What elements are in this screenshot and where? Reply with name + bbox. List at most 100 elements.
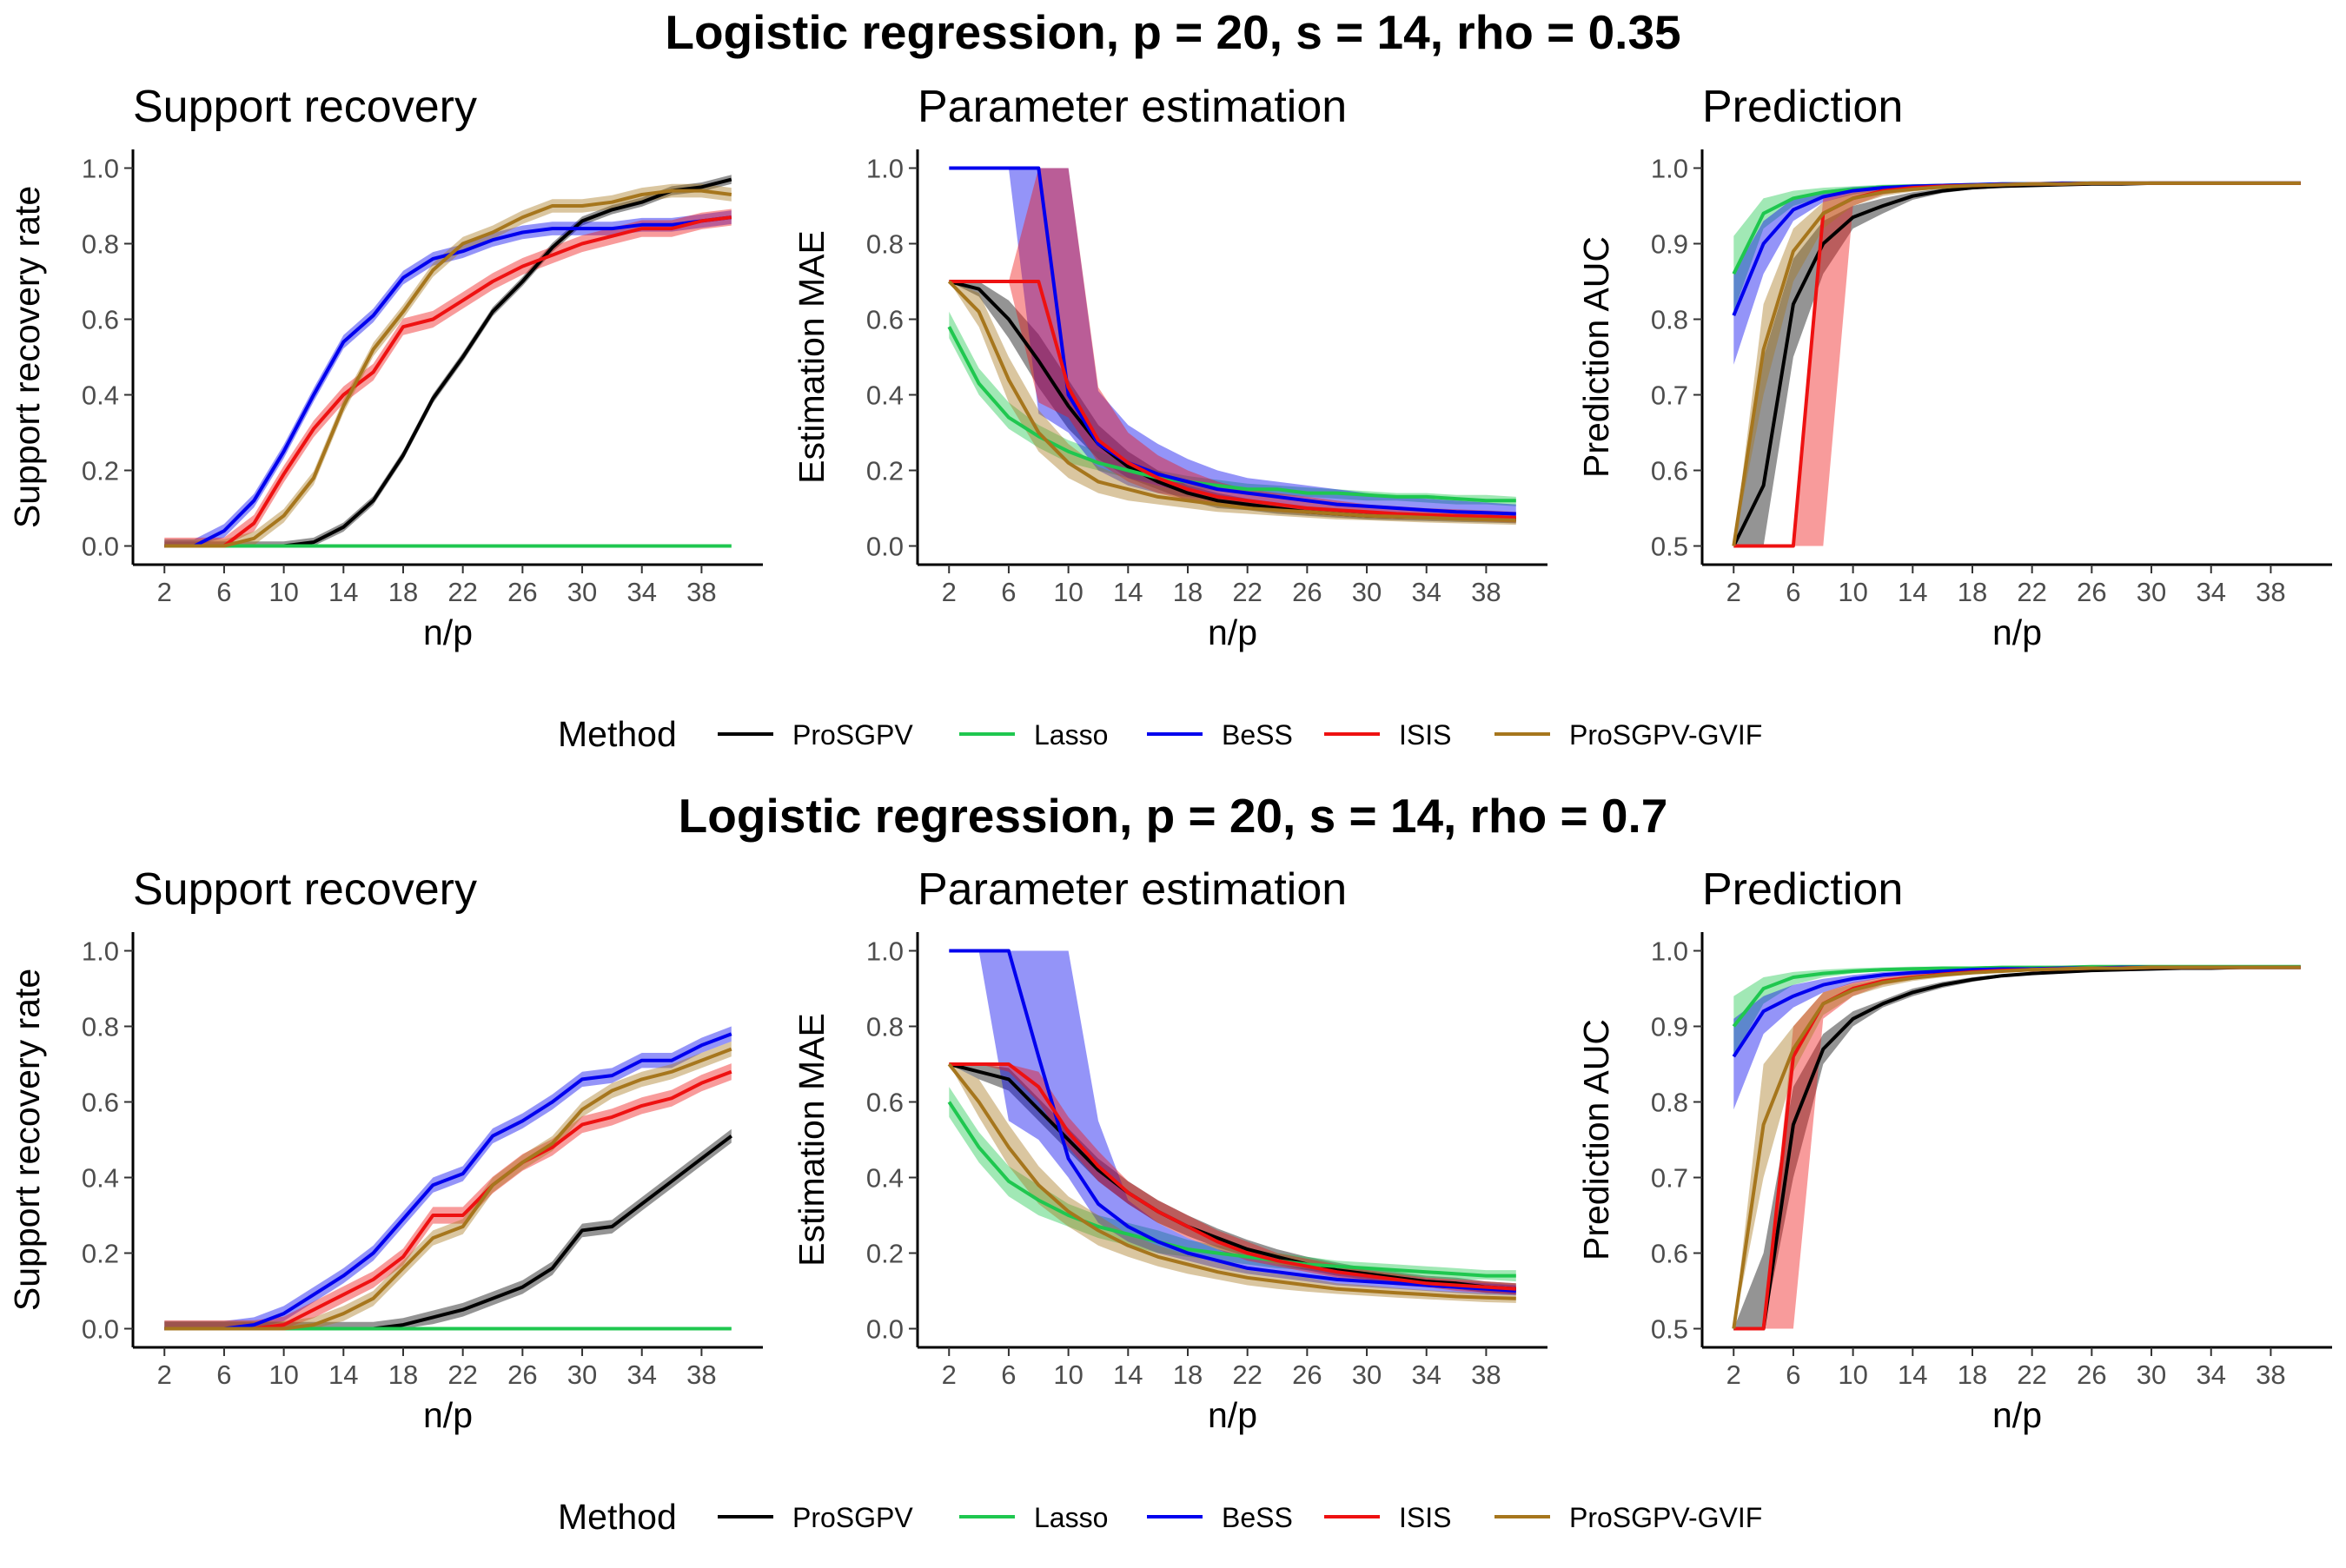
figure-title-bottom: Logistic regression, p = 20, s = 14, rho… bbox=[679, 789, 1668, 843]
y-tick-label: 0.2 bbox=[82, 1238, 119, 1268]
x-tick-label: 18 bbox=[1958, 577, 1987, 607]
x-tick-label: 26 bbox=[2077, 577, 2106, 607]
y-tick-label: 0.7 bbox=[1651, 1162, 1688, 1193]
band-isis bbox=[1733, 966, 2301, 1329]
x-tick-label: 10 bbox=[268, 577, 298, 607]
band-isis bbox=[949, 168, 1516, 523]
y-tick-label: 0.6 bbox=[1651, 455, 1688, 486]
legend-label-bess: BeSS bbox=[1222, 1502, 1293, 1533]
x-tick-label: 26 bbox=[1292, 577, 1322, 607]
y-tick-label: 1.0 bbox=[82, 154, 119, 184]
x-axis-label: n/p bbox=[1992, 1395, 2042, 1435]
x-tick-label: 22 bbox=[447, 1360, 477, 1390]
band-prosgpv bbox=[949, 281, 1516, 524]
x-axis-label: n/p bbox=[1208, 612, 1257, 652]
panel-title: Parameter estimation bbox=[918, 82, 1347, 132]
panel-title: Support recovery bbox=[133, 82, 477, 132]
x-tick-label: 30 bbox=[1352, 1360, 1382, 1390]
x-tick-label: 18 bbox=[388, 1360, 418, 1390]
legend-title: Method bbox=[558, 1497, 677, 1537]
line-bess bbox=[164, 1032, 732, 1331]
legend-label-isis: ISIS bbox=[1399, 1502, 1451, 1533]
band-bess bbox=[949, 950, 1516, 1296]
x-tick-label: 6 bbox=[1001, 1360, 1016, 1390]
x-tick-label: 18 bbox=[1958, 1360, 1987, 1390]
y-tick-label: 0.0 bbox=[82, 531, 119, 561]
legend-label-bess: BeSS bbox=[1222, 719, 1293, 751]
x-tick-label: 2 bbox=[942, 1360, 957, 1390]
y-tick-label: 0.5 bbox=[1651, 1313, 1688, 1344]
y-tick-label: 0.6 bbox=[866, 305, 904, 335]
x-tick-label: 22 bbox=[1232, 577, 1262, 607]
y-tick-label: 0.4 bbox=[866, 1162, 904, 1193]
y-tick-label: 0.0 bbox=[82, 1313, 119, 1344]
y-tick-label: 0.7 bbox=[1651, 380, 1688, 410]
x-tick-label: 10 bbox=[1053, 577, 1083, 607]
x-tick-label: 14 bbox=[328, 577, 358, 607]
x-axis-label: n/p bbox=[423, 1395, 473, 1435]
y-tick-label: 0.4 bbox=[82, 380, 119, 410]
legend-label-prosgpv: ProSGPV bbox=[792, 719, 913, 751]
y-tick-label: 0.0 bbox=[866, 1313, 904, 1344]
legend-top: Method ProSGPV Lasso BeSS ISIS ProSGPV-G… bbox=[558, 714, 1762, 754]
band-isis bbox=[164, 1063, 732, 1329]
line-isis bbox=[949, 280, 1516, 519]
x-tick-label: 14 bbox=[1898, 577, 1927, 607]
legend-label-prosgpv-gvif: ProSGPV-GVIF bbox=[1569, 1502, 1762, 1533]
y-tick-label: 0.8 bbox=[82, 229, 119, 260]
line-isis bbox=[949, 1062, 1516, 1291]
x-tick-label: 38 bbox=[686, 577, 716, 607]
x-axis-label: n/p bbox=[1992, 612, 2042, 652]
line-bess bbox=[949, 949, 1516, 1293]
y-axis-label: Support recovery rate bbox=[7, 186, 47, 528]
x-tick-label: 34 bbox=[2196, 577, 2225, 607]
legend-label-isis: ISIS bbox=[1399, 719, 1451, 751]
x-tick-label: 14 bbox=[1898, 1360, 1927, 1390]
legend-bottom: Method ProSGPV Lasso BeSS ISIS ProSGPV-G… bbox=[558, 1497, 1762, 1537]
y-tick-label: 0.2 bbox=[82, 455, 119, 486]
x-tick-label: 34 bbox=[626, 1360, 656, 1390]
y-tick-label: 0.8 bbox=[866, 1012, 904, 1042]
y-tick-label: 0.0 bbox=[866, 531, 904, 561]
x-tick-label: 38 bbox=[2256, 577, 2285, 607]
band-lasso bbox=[1733, 965, 2301, 1057]
y-tick-label: 0.9 bbox=[1651, 1012, 1688, 1042]
x-tick-label: 30 bbox=[567, 1360, 597, 1390]
x-tick-label: 18 bbox=[1173, 577, 1203, 607]
x-tick-label: 26 bbox=[2077, 1360, 2106, 1390]
y-tick-label: 1.0 bbox=[1651, 936, 1688, 967]
x-tick-label: 18 bbox=[388, 577, 418, 607]
band-prosgpv-gvif bbox=[949, 281, 1516, 526]
y-tick-label: 0.6 bbox=[82, 1088, 119, 1118]
panel-title: Support recovery bbox=[133, 864, 477, 915]
x-axis-label: n/p bbox=[423, 612, 473, 652]
line-prosgpv-gvif bbox=[1732, 965, 2301, 1329]
x-tick-label: 6 bbox=[216, 1360, 231, 1390]
y-tick-label: 1.0 bbox=[866, 154, 904, 184]
y-tick-label: 0.4 bbox=[866, 380, 904, 410]
x-tick-label: 10 bbox=[268, 1360, 298, 1390]
panel-title: Prediction bbox=[1702, 864, 1903, 915]
y-tick-label: 0.5 bbox=[1651, 531, 1688, 561]
x-tick-label: 38 bbox=[686, 1360, 716, 1390]
legend-label-prosgpv: ProSGPV bbox=[792, 1502, 913, 1533]
x-tick-label: 14 bbox=[1113, 1360, 1143, 1390]
x-tick-label: 22 bbox=[2017, 577, 2046, 607]
x-tick-label: 34 bbox=[1411, 577, 1441, 607]
band-prosgpv-gvif bbox=[164, 183, 732, 546]
y-tick-label: 0.4 bbox=[82, 1162, 119, 1193]
x-tick-label: 18 bbox=[1173, 1360, 1203, 1390]
x-tick-label: 6 bbox=[1786, 577, 1800, 607]
band-lasso bbox=[949, 311, 1516, 506]
x-tick-label: 30 bbox=[2137, 1360, 2166, 1390]
x-tick-label: 38 bbox=[2256, 1360, 2285, 1390]
y-tick-label: 0.6 bbox=[866, 1088, 904, 1118]
y-axis-label: Estimation MAE bbox=[792, 1013, 832, 1267]
x-tick-label: 10 bbox=[1838, 1360, 1867, 1390]
